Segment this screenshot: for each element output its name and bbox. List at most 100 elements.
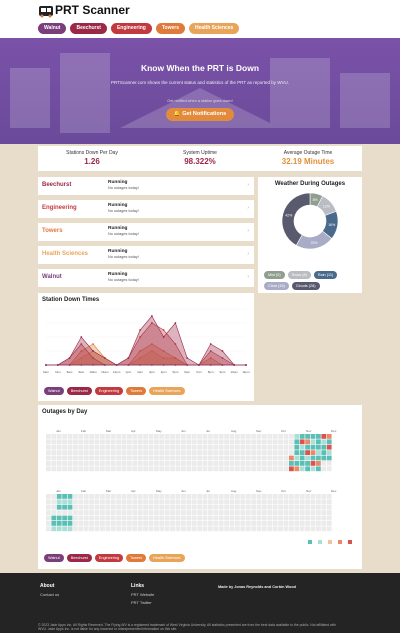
year1-day-cell[interactable]	[51, 466, 57, 472]
year2-day-cell[interactable]	[127, 510, 132, 515]
year2-day-cell[interactable]	[229, 521, 235, 526]
year1-day-cell[interactable]	[148, 439, 154, 445]
year2-day-cell[interactable]	[262, 504, 267, 510]
year1-day-cell[interactable]	[305, 450, 310, 455]
year2-day-cell[interactable]	[262, 515, 267, 521]
year2-day-cell[interactable]	[105, 526, 111, 532]
year2-day-cell[interactable]	[310, 515, 316, 521]
year2-day-cell[interactable]	[240, 494, 246, 499]
year2-day-cell[interactable]	[197, 499, 202, 505]
year2-day-cell[interactable]	[262, 510, 267, 515]
area-point[interactable]	[221, 357, 224, 359]
year1-day-cell[interactable]	[170, 444, 175, 450]
year2-day-cell[interactable]	[154, 510, 159, 515]
year2-day-cell[interactable]	[245, 526, 251, 532]
year1-day-cell[interactable]	[197, 455, 202, 461]
year1-day-cell[interactable]	[100, 455, 105, 461]
year2-day-cell[interactable]	[56, 494, 62, 499]
year1-day-cell[interactable]	[299, 434, 305, 439]
year1-day-cell[interactable]	[105, 444, 111, 450]
year2-day-cell[interactable]	[283, 504, 289, 510]
year2-day-cell[interactable]	[116, 499, 121, 505]
footer-contact-link[interactable]: Contact us	[40, 592, 60, 597]
area-point[interactable]	[233, 364, 236, 366]
year2-day-cell[interactable]	[148, 499, 154, 505]
year2-day-cell[interactable]	[110, 526, 116, 532]
year2-day-cell[interactable]	[127, 526, 132, 532]
year2-day-cell[interactable]	[316, 494, 321, 499]
year1-day-cell[interactable]	[56, 461, 62, 466]
area-point[interactable]	[162, 364, 165, 366]
year1-day-cell[interactable]	[175, 461, 181, 466]
year2-day-cell[interactable]	[251, 521, 256, 526]
year2-day-cell[interactable]	[326, 499, 332, 505]
year2-day-cell[interactable]	[100, 515, 105, 521]
year2-day-cell[interactable]	[191, 510, 197, 515]
year1-day-cell[interactable]	[100, 444, 105, 450]
weather-legend-4[interactable]: Clouds (28)	[291, 282, 320, 290]
year2-day-cell[interactable]	[67, 510, 73, 515]
year2-day-cell[interactable]	[224, 494, 229, 499]
year2-day-cell[interactable]	[83, 521, 89, 526]
year2-day-cell[interactable]	[110, 510, 116, 515]
outages-legend-4[interactable]: Health Sciences	[149, 554, 185, 562]
year1-day-cell[interactable]	[100, 439, 105, 445]
year1-day-cell[interactable]	[191, 450, 197, 455]
year2-day-cell[interactable]	[186, 510, 192, 515]
year1-day-cell[interactable]	[164, 434, 170, 439]
year1-day-cell[interactable]	[46, 450, 51, 455]
year2-day-cell[interactable]	[272, 494, 278, 499]
year1-day-cell[interactable]	[181, 439, 186, 445]
year1-day-cell[interactable]	[202, 434, 208, 439]
year2-day-cell[interactable]	[175, 494, 181, 499]
year1-day-cell[interactable]	[170, 450, 175, 455]
year1-day-cell[interactable]	[148, 444, 154, 450]
year1-day-cell[interactable]	[46, 466, 51, 472]
year1-day-cell[interactable]	[170, 455, 175, 461]
year2-day-cell[interactable]	[116, 515, 121, 521]
year2-day-cell[interactable]	[89, 510, 94, 515]
area-point[interactable]	[245, 364, 247, 366]
year1-day-cell[interactable]	[283, 466, 289, 472]
year2-day-cell[interactable]	[154, 521, 159, 526]
year2-day-cell[interactable]	[224, 515, 229, 521]
year1-day-cell[interactable]	[262, 444, 267, 450]
year2-day-cell[interactable]	[283, 499, 289, 505]
year1-day-cell[interactable]	[262, 455, 267, 461]
year1-day-cell[interactable]	[208, 439, 213, 445]
year2-day-cell[interactable]	[73, 504, 78, 510]
year1-day-cell[interactable]	[181, 444, 186, 450]
year1-day-cell[interactable]	[197, 466, 202, 472]
year2-day-cell[interactable]	[159, 499, 165, 505]
year2-day-cell[interactable]	[127, 515, 132, 521]
area-point[interactable]	[162, 350, 165, 352]
outages-legend-0[interactable]: Walnut	[44, 554, 64, 562]
year1-day-cell[interactable]	[159, 439, 165, 445]
year1-day-cell[interactable]	[73, 455, 78, 461]
year1-day-cell[interactable]	[105, 434, 111, 439]
year1-day-cell[interactable]	[240, 466, 246, 472]
year1-day-cell[interactable]	[208, 466, 213, 472]
year1-day-cell[interactable]	[46, 439, 51, 445]
year1-day-cell[interactable]	[78, 439, 84, 445]
area-point[interactable]	[150, 364, 153, 366]
year1-day-cell[interactable]	[235, 466, 240, 472]
year2-day-cell[interactable]	[181, 499, 186, 505]
year2-day-cell[interactable]	[181, 510, 186, 515]
year1-day-cell[interactable]	[67, 434, 73, 439]
year1-day-cell[interactable]	[229, 450, 235, 455]
year1-day-cell[interactable]	[143, 461, 148, 466]
year1-day-cell[interactable]	[154, 434, 159, 439]
year2-day-cell[interactable]	[186, 526, 192, 532]
year2-day-cell[interactable]	[170, 526, 175, 532]
year1-day-cell[interactable]	[159, 434, 165, 439]
year2-day-cell[interactable]	[245, 510, 251, 515]
year1-day-cell[interactable]	[148, 434, 154, 439]
year2-day-cell[interactable]	[305, 504, 310, 510]
year1-day-cell[interactable]	[191, 461, 197, 466]
year1-day-cell[interactable]	[78, 455, 84, 461]
year2-day-cell[interactable]	[62, 499, 67, 505]
year2-day-cell[interactable]	[229, 499, 235, 505]
year2-day-cell[interactable]	[213, 521, 219, 526]
area-point[interactable]	[150, 350, 153, 352]
